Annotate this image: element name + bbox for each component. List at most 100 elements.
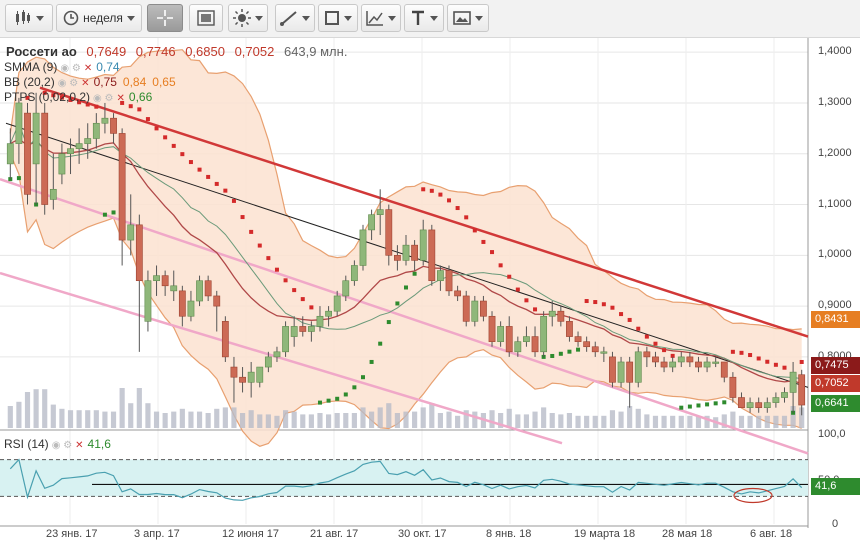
volume-bar <box>687 415 693 428</box>
volume-bar <box>231 407 237 428</box>
period-select[interactable]: неделя <box>56 4 142 32</box>
volume-bar <box>128 403 134 428</box>
trend-lines <box>0 86 809 455</box>
eye-gear-icon[interactable]: ◉ ⚙ <box>60 63 81 74</box>
sar-dot <box>378 341 383 346</box>
chevron-down-icon <box>36 15 44 21</box>
chart-frame-button[interactable] <box>189 4 223 32</box>
candle-body <box>170 285 178 292</box>
volume-bar <box>420 407 426 428</box>
candle-body <box>256 366 264 383</box>
bb-legend[interactable]: BB (20,2) ◉ ⚙ ✕ 0,75 0,84 0,65 <box>4 75 176 89</box>
volume-bar <box>618 411 624 428</box>
image-tool-button[interactable] <box>447 4 489 32</box>
volume-bar <box>429 403 435 428</box>
rsi-legend[interactable]: RSI (14) ◉ ⚙ ✕ 41,6 <box>4 437 111 451</box>
volume-bar <box>205 413 211 428</box>
period-label: неделя <box>83 11 123 25</box>
close-icon[interactable]: ✕ <box>116 93 125 104</box>
eye-gear-icon[interactable]: ◉ ⚙ <box>57 78 79 89</box>
sar-dot <box>601 302 606 307</box>
candle-body <box>566 321 573 337</box>
close-icon[interactable]: ✕ <box>81 78 90 89</box>
volume-bar <box>248 410 254 428</box>
volume-bar <box>412 411 418 428</box>
sar-dot <box>326 398 331 403</box>
trendline-upper <box>39 86 809 338</box>
price-chart[interactable] <box>0 38 860 546</box>
sar-dot <box>68 97 73 102</box>
sar-dot <box>223 188 228 193</box>
volume-bar <box>343 413 349 428</box>
sar-dot <box>756 356 761 361</box>
sar-dot <box>85 102 90 107</box>
volume-bar <box>50 404 56 428</box>
shapes-button[interactable] <box>318 4 358 32</box>
candle-body <box>720 361 728 378</box>
indicators-button[interactable] <box>228 4 268 32</box>
candle-body <box>15 102 23 144</box>
sar-dot <box>576 347 581 352</box>
volume-bar <box>489 410 495 428</box>
bb-value-mid: 0,75 <box>93 75 117 89</box>
candle-body <box>497 326 505 342</box>
line-draw-icon <box>280 11 297 26</box>
candle-body <box>84 138 92 144</box>
sar-dot <box>696 403 701 408</box>
volume-bar <box>326 414 332 428</box>
sar-dot <box>713 401 718 406</box>
volume-bar <box>764 415 770 428</box>
close-icon[interactable]: ✕ <box>75 440 84 451</box>
candle-body <box>411 244 418 261</box>
eye-gear-icon[interactable]: ◉ ⚙ <box>51 440 73 451</box>
candle-body <box>600 351 608 354</box>
moving-averages <box>9 121 802 385</box>
volume-bar <box>386 403 392 428</box>
ptps-legend[interactable]: PTPS (0,02,0,2) ◉ ⚙ ✕ 0,66 <box>4 90 152 104</box>
candle-body <box>738 397 745 408</box>
shapes-icon <box>325 11 339 25</box>
high-value: 0,7746 <box>135 44 176 59</box>
chart-frame-icon <box>197 10 215 26</box>
candles <box>6 92 806 416</box>
volume-bar <box>790 406 796 428</box>
candle-body <box>626 361 634 383</box>
candle-body <box>92 122 100 139</box>
sar-dot <box>782 365 787 370</box>
smma-value: 0,74 <box>96 60 120 74</box>
volume-bar <box>102 411 108 428</box>
sar-dot <box>558 351 563 356</box>
volume-bar <box>506 408 512 428</box>
candle-body <box>49 188 57 200</box>
volume-bar <box>592 415 598 428</box>
sar-dot <box>309 305 314 310</box>
candle-body <box>609 356 616 383</box>
candle-body <box>101 117 109 124</box>
clock-icon <box>63 10 79 26</box>
candle-body <box>342 280 350 297</box>
sar-dot <box>507 274 512 279</box>
chart-type-button[interactable] <box>5 4 53 32</box>
volume-bar <box>575 415 581 428</box>
sar-dot <box>799 359 804 364</box>
sar-dot <box>240 215 245 220</box>
volume-bar <box>33 389 39 428</box>
close-icon[interactable]: ✕ <box>83 63 93 74</box>
candle-body <box>419 229 427 261</box>
close-value: 0,7052 <box>234 44 275 59</box>
candle-body <box>763 402 771 408</box>
sar-dot <box>120 100 125 105</box>
volume-bar <box>16 401 22 428</box>
candle-body <box>643 351 651 358</box>
eye-gear-icon[interactable]: ◉ ⚙ <box>93 93 114 104</box>
candle-body <box>376 209 384 215</box>
fibonacci-button[interactable] <box>361 4 401 32</box>
crosshair-button[interactable] <box>147 4 183 32</box>
price-box-close: 0,7052 <box>811 375 860 392</box>
candle-body <box>153 275 160 282</box>
volume-bar <box>214 408 220 428</box>
text-tool-button[interactable] <box>404 4 444 32</box>
smma-legend[interactable]: SMMA (9) ◉ ⚙ ✕ 0,74 <box>4 60 120 74</box>
candle-body <box>178 290 186 317</box>
line-draw-button[interactable] <box>275 4 315 32</box>
